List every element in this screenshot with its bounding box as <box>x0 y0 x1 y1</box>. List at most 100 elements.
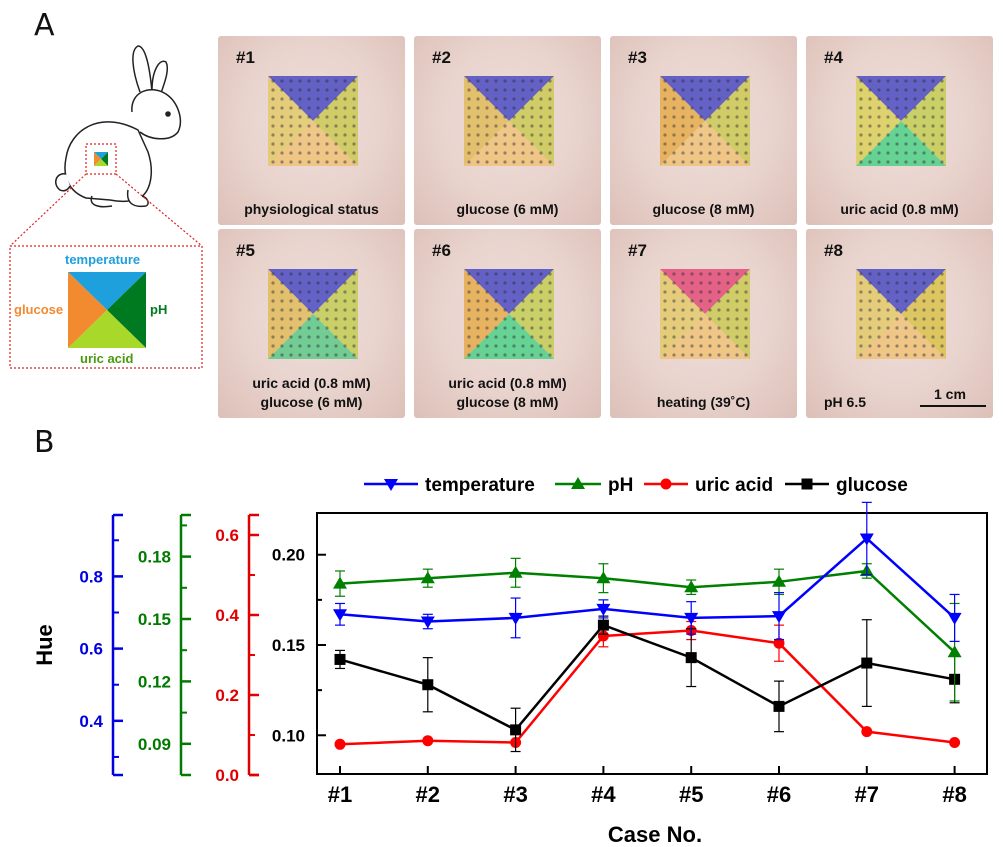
sensor-dot <box>895 317 899 321</box>
sensor-dot <box>735 151 739 155</box>
sensor-dot <box>699 344 703 348</box>
sensor-dot <box>904 124 908 128</box>
sensor-dot <box>467 106 471 110</box>
sensor-dot <box>717 142 721 146</box>
sensor-dot <box>476 344 480 348</box>
sensor-dot <box>334 151 338 155</box>
sensor-dot <box>307 97 311 101</box>
sensor-dot <box>280 299 284 303</box>
sensor-dot <box>726 88 730 92</box>
sensor-uric-acid-zone <box>660 314 750 359</box>
sensor-dot <box>735 142 739 146</box>
sensor-dot <box>494 326 498 330</box>
sensor-dot <box>699 79 703 83</box>
data-point-glucose <box>773 700 785 712</box>
sensor-dot <box>690 133 694 137</box>
sensor-dot <box>539 79 543 83</box>
sensor-dot <box>940 326 944 330</box>
sensor-dot <box>476 308 480 312</box>
sensor-dot <box>467 272 471 276</box>
sensor-dot <box>548 79 552 83</box>
sensor-dot <box>868 97 872 101</box>
sensor-dot <box>940 272 944 276</box>
sensor-dot <box>681 151 685 155</box>
sensor-dot <box>325 353 329 357</box>
sensor-dot <box>343 353 347 357</box>
photo-number: #4 <box>824 48 843 67</box>
sensor-dot <box>307 142 311 146</box>
sensor-dot <box>352 317 356 321</box>
sensor-dot <box>663 106 667 110</box>
sensor-dot <box>512 308 516 312</box>
sensor-dot <box>494 353 498 357</box>
legend-marker <box>384 479 398 491</box>
sensor-dot <box>904 326 908 330</box>
sensor-dot <box>280 272 284 276</box>
scale-bar-label: 1 cm <box>934 386 966 402</box>
sensor-dot <box>325 308 329 312</box>
sensor-dot <box>672 326 676 330</box>
sensor-dot <box>726 272 730 276</box>
sensor-dot <box>708 160 712 164</box>
sensor-dot <box>717 79 721 83</box>
sensor-dot <box>316 151 320 155</box>
sensor-dot <box>512 88 516 92</box>
sensor-dot <box>343 151 347 155</box>
plot-frame <box>316 512 988 775</box>
sensor-dot <box>521 299 525 303</box>
photo-caption: pH 6.5 <box>824 393 993 412</box>
photo-case-6: #6 uric acid (0.8 mM) glucose (8 mM) <box>414 229 601 418</box>
sensor-ph-zone <box>509 76 554 166</box>
legend-label: glucose <box>836 475 908 496</box>
photo-case-7: #7 heating (39˚C) <box>610 229 797 418</box>
sensor-dot <box>467 290 471 294</box>
sensor-dot <box>494 97 498 101</box>
sensor-glucose-zone <box>268 269 313 359</box>
sensor-dot <box>343 88 347 92</box>
sensor-dot <box>485 79 489 83</box>
sensor-dot <box>512 326 516 330</box>
sensor-dot <box>931 97 935 101</box>
sensor-dot <box>726 317 730 321</box>
sensor-dot <box>476 299 480 303</box>
sensor-dot <box>343 79 347 83</box>
sensor-dot <box>512 317 516 321</box>
sensor-dot <box>343 133 347 137</box>
sensor-dot <box>877 97 881 101</box>
sensor-dot <box>663 353 667 357</box>
sensor-dot <box>708 142 712 146</box>
sensor-dot <box>859 353 863 357</box>
sensor-glucose-zone <box>660 269 705 359</box>
sensor-dot <box>476 142 480 146</box>
sensor-dot <box>271 124 275 128</box>
sensor-dot <box>352 142 356 146</box>
sensor-dot <box>681 353 685 357</box>
temp_axis-tick-label: 0.6 <box>79 640 103 659</box>
sensor-dot <box>877 142 881 146</box>
sensor-dot <box>922 290 926 294</box>
sensor-dot <box>289 124 293 128</box>
sensor-dot <box>316 317 320 321</box>
sensor-dot <box>895 106 899 110</box>
sensor-dot <box>485 353 489 357</box>
sensor-dot <box>672 151 676 155</box>
sensor-dot <box>931 281 935 285</box>
sensor-dot <box>271 133 275 137</box>
sensor-dot <box>913 281 917 285</box>
sensor-dot <box>334 281 338 285</box>
sensor-dot <box>289 335 293 339</box>
sensor-dot <box>904 133 908 137</box>
sensor-dot <box>690 317 694 321</box>
sensor-dot <box>289 281 293 285</box>
sensor-dot <box>699 335 703 339</box>
sensor-dot <box>886 299 890 303</box>
data-point-ph <box>333 576 347 589</box>
sensor-dot <box>690 290 694 294</box>
sensor-dot <box>494 308 498 312</box>
sensor-dot <box>334 79 338 83</box>
legend-marker <box>571 477 585 489</box>
sensor-dot <box>521 133 525 137</box>
sensor-dot <box>868 124 872 128</box>
data-point-ph <box>947 645 962 658</box>
sensor-dot <box>708 281 712 285</box>
